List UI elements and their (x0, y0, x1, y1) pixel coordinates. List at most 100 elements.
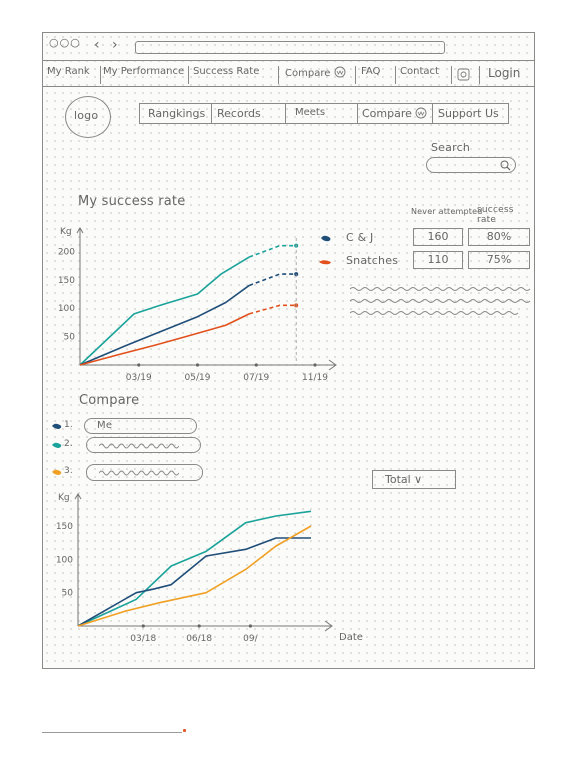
placeholder-text-lines (349, 287, 531, 315)
x-tick-mark (197, 624, 201, 628)
x-tick-mark (137, 363, 141, 367)
menu-divider (357, 104, 358, 123)
tab-faq[interactable]: FAQ (361, 66, 381, 77)
tab-divider (100, 66, 101, 84)
x-tick-mark (254, 363, 258, 367)
compare-icon (334, 66, 346, 78)
search-icon[interactable] (500, 160, 511, 171)
placeholder-scribble (99, 443, 179, 449)
x-tick-label: 06/18 (186, 634, 212, 644)
tab-divider (355, 66, 356, 84)
tab-divider (479, 66, 480, 84)
tab-compare-label: Compare (285, 68, 331, 79)
compare-entry-number: 1. (64, 420, 73, 430)
main-menu: Rangkings Records Meets Compare Support … (139, 103, 509, 124)
y-tick-label: 150 (58, 276, 75, 286)
menu-item-meets[interactable]: Meets (295, 107, 326, 118)
x-axis-arrow-icon (324, 620, 333, 632)
logo-text: logo (74, 109, 99, 122)
menu-item-compare-label: Compare (362, 107, 412, 120)
compare-entry-1: 1. Me (51, 418, 221, 436)
series-line-1 (77, 510, 312, 627)
tab-divider (395, 66, 396, 84)
legend-swatch-cj (321, 235, 331, 242)
tab-my-rank[interactable]: My Rank (47, 66, 90, 77)
y-tick-label: 50 (64, 333, 76, 343)
logo-circle[interactable]: logo (65, 96, 111, 138)
series-line-2 (77, 537, 311, 627)
footer-dot (183, 729, 186, 732)
compare-name-input-1[interactable]: Me (84, 418, 197, 434)
compare-entry-number: 3. (64, 466, 73, 476)
compare-title: Compare (79, 393, 140, 408)
compare-entry-2: 2. (51, 437, 221, 455)
series-line-2 (79, 284, 250, 366)
compare-entry-number: 2. (64, 439, 73, 449)
search-input[interactable] (426, 157, 516, 173)
menu-item-support[interactable]: Support Us (438, 107, 499, 120)
header-success-rate: success rate (477, 205, 514, 225)
y-axis-arrow-icon (76, 227, 84, 234)
x-tick-mark (195, 363, 200, 367)
series-line-1 (79, 256, 250, 366)
series-line-3 (77, 525, 312, 627)
footer-rule (42, 732, 182, 733)
search-label: Search (431, 141, 470, 154)
compare-name-input-2[interactable] (86, 437, 201, 453)
y-axis-arrow-icon (74, 493, 82, 500)
tab-login[interactable]: Login (488, 66, 521, 80)
wireframe-page: ○○○ ‹ › My Rank My Performance Success R… (42, 32, 535, 669)
menu-item-records[interactable]: Records (217, 107, 261, 120)
x-tick-mark (248, 624, 253, 628)
total-dropdown[interactable]: Total ∨ (372, 470, 456, 489)
tab-contact[interactable]: Contact (400, 66, 439, 77)
forward-icon[interactable]: › (112, 37, 118, 53)
y-tick-label: 200 (58, 247, 75, 257)
x-tick-label: 03/19 (126, 373, 152, 383)
legend-label-cj: C & J (346, 231, 374, 244)
menu-item-compare[interactable]: Compare (362, 107, 427, 120)
x-tick-mark (313, 363, 317, 367)
series-swatch-1 (52, 423, 62, 429)
y-axis-label: Kg (58, 493, 70, 503)
success-rate-title: My success rate (78, 194, 186, 209)
menu-divider (285, 104, 286, 123)
x-axis-label: Date (339, 632, 363, 643)
x-tick-label: 03/18 (130, 634, 156, 644)
y-tick-label: 150 (56, 522, 73, 532)
menu-item-rankings[interactable]: Rangkings (148, 107, 206, 120)
instagram-icon[interactable] (457, 68, 470, 86)
tab-divider (188, 66, 189, 84)
cj-attempted-box: 160 (413, 228, 463, 246)
legend-swatch-snatches (319, 260, 331, 265)
x-tick-mark (141, 624, 145, 628)
tab-my-performance[interactable]: My Performance (103, 66, 185, 77)
x-tick-label: 09/ (243, 634, 258, 644)
series-line-3 (79, 313, 250, 366)
x-tick-label: 07/19 (243, 373, 269, 383)
tab-divider (278, 66, 279, 84)
address-bar[interactable] (135, 41, 445, 54)
window-controls-icon: ○○○ (49, 36, 81, 49)
series-projection-1 (248, 244, 297, 258)
placeholder-scribble (99, 470, 179, 476)
compare-name-input-3[interactable] (86, 464, 203, 481)
tab-divider (451, 66, 452, 84)
menu-divider (432, 104, 433, 123)
back-icon[interactable]: ‹ (94, 37, 100, 53)
compare-chart: Kg Date 50 100 150 03/18 06/18 09/ (56, 493, 363, 644)
x-tick-label: 05/19 (185, 373, 211, 383)
series-swatch-3 (52, 469, 62, 475)
header-attempted: Never attempted (411, 207, 483, 216)
cj-rate-box: 80% (468, 228, 530, 246)
snatches-rate-box: 75% (468, 251, 530, 269)
chrome-divider (43, 60, 534, 61)
legend-label-snatches: Snatches (346, 254, 399, 267)
snatches-attempted-box: 110 (413, 251, 463, 269)
series-projection-2 (248, 273, 297, 287)
y-tick-label: 50 (62, 589, 74, 599)
tab-success-rate[interactable]: Success Rate (193, 66, 260, 77)
tab-compare[interactable]: Compare (285, 66, 346, 84)
series-swatch-2 (52, 442, 62, 448)
success-rate-chart: Kg 50 100 150 200 03/19 05/19 07/19 11/19 (58, 227, 337, 383)
